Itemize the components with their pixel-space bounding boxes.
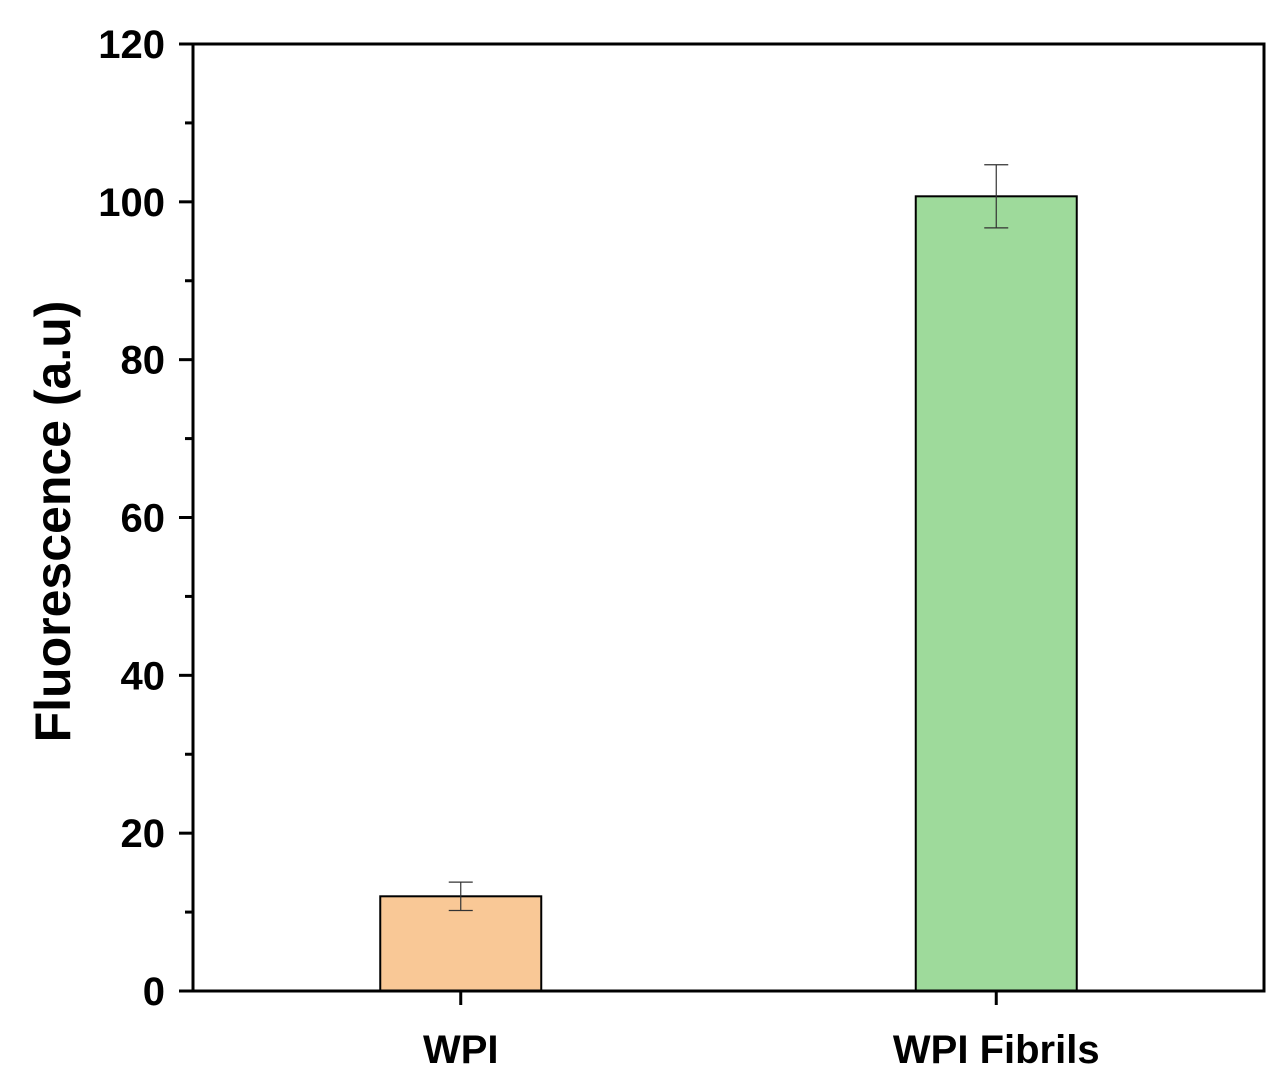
y-tick-label-100: 100: [98, 181, 165, 225]
y-tick-label-120: 120: [98, 23, 165, 67]
y-tick-label-0: 0: [143, 970, 165, 1014]
y-tick-label-80: 80: [121, 339, 166, 383]
y-tick-label-40: 40: [121, 654, 166, 698]
bar-2: [914, 195, 1078, 993]
x-axis-ticks: WPI WPI Fibrils: [423, 991, 1100, 1072]
x-tick-label-1: WPI: [423, 1028, 499, 1072]
bars-layer: [379, 195, 1078, 993]
bar-1: [379, 895, 543, 992]
error-bars-layer: [448, 164, 1009, 912]
y-tick-label-60: 60: [121, 497, 166, 541]
y-axis-title: Fluorescence (a.u): [25, 301, 81, 743]
y-axis-ticks: 0 20 40 60 80 100 120: [98, 23, 193, 1014]
x-tick-label-2: WPI Fibrils: [893, 1028, 1100, 1072]
plot-frame: [191, 42, 1266, 993]
y-tick-label-20: 20: [121, 812, 166, 856]
